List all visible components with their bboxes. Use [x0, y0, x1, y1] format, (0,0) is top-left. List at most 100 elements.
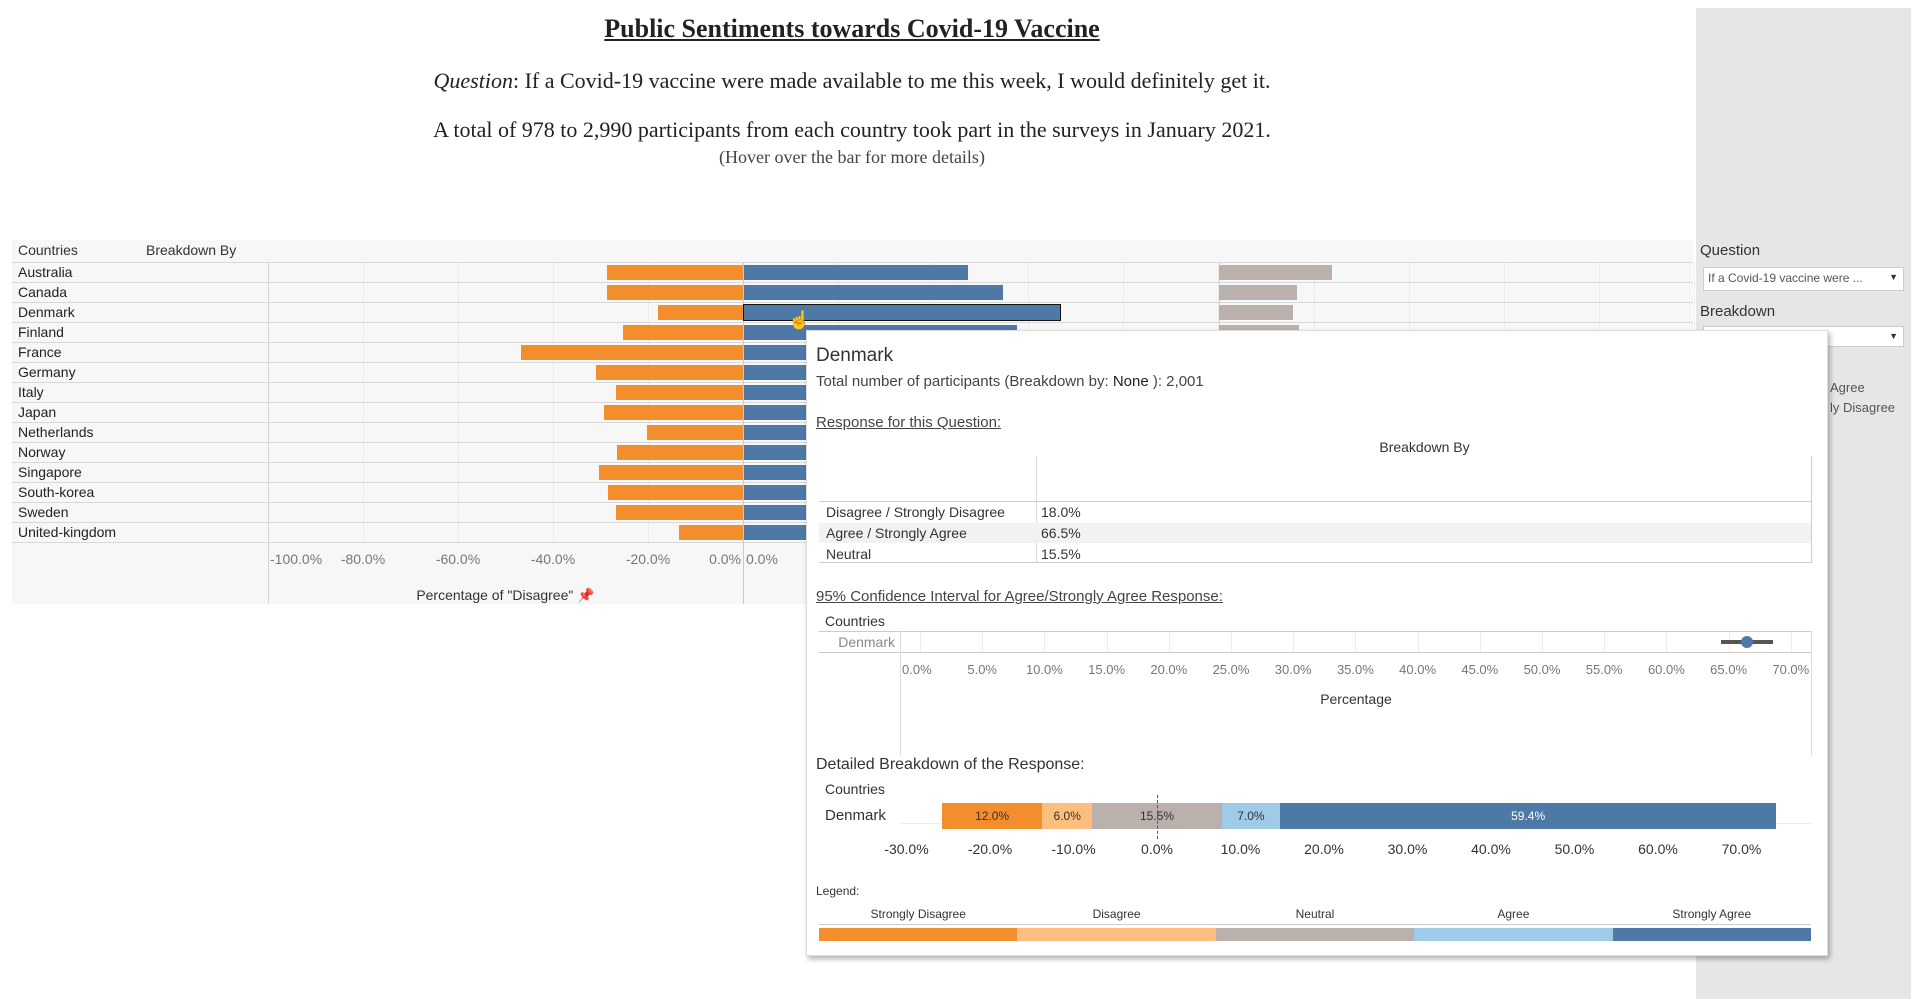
- legend-swatch-strongly-disagree: [819, 928, 1018, 941]
- disagree-bar[interactable]: [520, 345, 743, 360]
- gridline: [1355, 632, 1357, 652]
- detail-tick-label: 70.0%: [1721, 841, 1762, 857]
- agree-bar[interactable]: [743, 304, 1061, 321]
- question-label: Question: [433, 68, 513, 93]
- detail-tick-label: 0.0%: [1141, 841, 1173, 857]
- participants-note: A total of 978 to 2,990 participants fro…: [433, 117, 1271, 142]
- gridline: [1604, 632, 1606, 652]
- ci-tick-label: 15.0%: [1088, 662, 1126, 677]
- disagree-bar[interactable]: [617, 445, 743, 460]
- page-title: Public Sentiments towards Covid-19 Vacci…: [604, 14, 1100, 43]
- table-row-label: Disagree / Strongly Disagree: [826, 504, 1005, 520]
- participants-prefix: Total number of participants (Breakdown …: [816, 373, 1113, 390]
- col-header-breakdown: Breakdown By: [146, 242, 237, 258]
- row-divider: [12, 322, 1693, 323]
- row-label: Italy: [18, 384, 44, 400]
- row-label: South-korea: [18, 484, 95, 500]
- detail-tick-label: 10.0%: [1220, 841, 1261, 857]
- row-label: Finland: [18, 324, 64, 340]
- breakdown-filter-label: Breakdown: [1700, 303, 1776, 320]
- neutral-bar[interactable]: [1219, 305, 1293, 320]
- ci-tick-label: 40.0%: [1399, 662, 1437, 677]
- detail-segment-agree[interactable]: 7.0%: [1221, 803, 1281, 829]
- x-tick-label: 0.0%: [709, 551, 741, 567]
- detail-tick-label: 40.0%: [1471, 841, 1511, 857]
- ci-heading: 95% Confidence Interval for Agree/Strong…: [816, 588, 1223, 605]
- row-label: Sweden: [18, 504, 69, 520]
- legend-label: Strongly Agree: [1672, 907, 1752, 921]
- table-row-value: 18.0%: [1041, 504, 1081, 520]
- disagree-bar[interactable]: [608, 485, 743, 500]
- legend-swatch-neutral: [1215, 928, 1415, 941]
- ci-tick-label: 25.0%: [1212, 662, 1250, 677]
- gridline: [1479, 632, 1481, 652]
- detail-segment-strongly-disagree[interactable]: 12.0%: [941, 803, 1043, 829]
- tooltip-participants: Total number of participants (Breakdown …: [816, 373, 1204, 390]
- table-row-label: Neutral: [826, 546, 872, 562]
- legend-label: Neutral: [1295, 907, 1335, 921]
- legend-label: Disagree: [1092, 907, 1141, 921]
- disagree-bar[interactable]: [596, 365, 743, 380]
- row-label: France: [18, 344, 62, 360]
- ci-estimate-dot[interactable]: [1741, 636, 1754, 648]
- x-tick-label: -60.0%: [435, 551, 481, 567]
- disagree-bar[interactable]: [607, 265, 743, 280]
- detail-segment-neutral[interactable]: 15.5%: [1092, 803, 1222, 829]
- participants-breakdown: None: [1112, 373, 1149, 390]
- pane-divider: [268, 262, 269, 604]
- table-row-value: 15.5%: [1041, 546, 1081, 562]
- tooltip: Denmark Total number of participants (Br…: [806, 330, 1828, 956]
- ci-tick-label: 30.0%: [1274, 662, 1312, 677]
- legend-swatch-strongly-agree: [1612, 928, 1811, 941]
- agree-bar[interactable]: [744, 285, 1004, 300]
- disagree-bar[interactable]: [657, 305, 743, 320]
- gridline: [1417, 632, 1419, 652]
- table-header: Breakdown By: [1379, 439, 1470, 455]
- row-label: Canada: [18, 284, 68, 300]
- legend-label: Agree: [1497, 907, 1530, 921]
- detail-tick-label: 50.0%: [1554, 841, 1595, 857]
- detail-tick-label: -20.0%: [967, 841, 1013, 857]
- question-dropdown[interactable]: If a Covid-19 vaccine were ... ▼: [1703, 267, 1904, 291]
- zero-line: [743, 262, 744, 604]
- ci-country: Denmark: [838, 634, 895, 650]
- neutral-bar[interactable]: [1219, 285, 1298, 300]
- neutral-bar[interactable]: [1219, 265, 1332, 280]
- ci-tick-label: 35.0%: [1336, 662, 1374, 677]
- ci-tick-label: 50.0%: [1523, 662, 1561, 677]
- detail-segment-disagree[interactable]: 6.0%: [1042, 803, 1093, 829]
- gridline: [982, 632, 984, 652]
- detail-tick-label: 30.0%: [1387, 841, 1428, 857]
- pin-icon[interactable]: 📌: [577, 587, 595, 603]
- cursor-hand-icon: ☝: [788, 310, 811, 330]
- question-body: : If a Covid-19 vaccine were made availa…: [512, 68, 1271, 93]
- legend-title: Legend:: [816, 884, 860, 898]
- participants-count: ): 2,001: [1148, 373, 1204, 390]
- disagree-bar[interactable]: [607, 285, 743, 300]
- legend-label: Strongly Disagree: [870, 907, 966, 921]
- row-label: Norway: [18, 444, 66, 460]
- disagree-bar[interactable]: [622, 325, 743, 340]
- tooltip-country: Denmark: [816, 345, 894, 366]
- row-label: Netherlands: [18, 424, 94, 440]
- x-tick-label: 0.0%: [746, 551, 778, 567]
- detail-segment-strongly-agree[interactable]: 59.4%: [1280, 803, 1777, 829]
- ci-tick-label: 55.0%: [1585, 662, 1623, 677]
- gridline: [920, 632, 921, 652]
- ci-tick-label: 20.0%: [1150, 662, 1188, 677]
- disagree-bar[interactable]: [615, 505, 743, 520]
- disagree-bar[interactable]: [646, 425, 743, 440]
- disagree-bar[interactable]: [678, 525, 743, 540]
- x-tick-label: -40.0%: [530, 551, 576, 567]
- disagree-bar[interactable]: [603, 405, 743, 420]
- disagree-bar[interactable]: [598, 465, 743, 480]
- disagree-bar[interactable]: [615, 385, 743, 400]
- ci-tick-label: 60.0%: [1647, 662, 1685, 677]
- response-heading: Response for this Question:: [816, 414, 1002, 431]
- detail-tick-label: 60.0%: [1638, 841, 1678, 857]
- x-tick-label: -100.0%: [270, 551, 323, 567]
- table-row-label: Agree / Strongly Agree: [826, 525, 967, 541]
- row-label: United-kingdom: [18, 524, 117, 540]
- legend-swatch-agree: [1414, 928, 1613, 941]
- agree-bar[interactable]: [744, 265, 969, 280]
